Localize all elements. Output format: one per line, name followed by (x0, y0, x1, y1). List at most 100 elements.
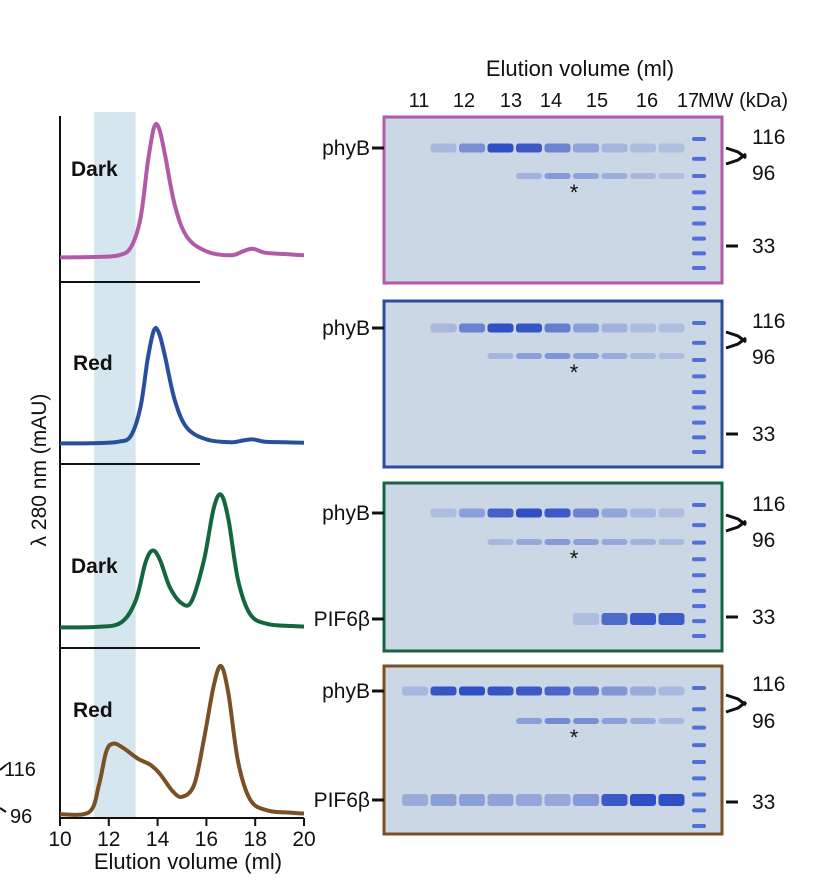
trace-line-2 (59, 326, 305, 446)
gel-band (601, 353, 628, 359)
mw-label-116: 116 (752, 673, 785, 696)
ladder-band (692, 390, 706, 395)
x-axis-label: Elution volume (ml) (94, 849, 282, 874)
trace-label-4: Red (73, 699, 113, 722)
edge-fragment-96: 96 (10, 806, 32, 828)
gel-band (544, 143, 571, 153)
gel-band (516, 508, 542, 518)
gel-band (487, 508, 514, 518)
trace-label-2: Red (73, 352, 113, 375)
ladder-band (692, 523, 706, 528)
x-tick-label: 12 (97, 828, 120, 851)
gel-band (658, 686, 685, 696)
ladder-band (692, 573, 706, 578)
degradation-star: * (570, 546, 579, 571)
gel-band (516, 143, 542, 153)
mw-label-33: 33 (752, 791, 775, 814)
gel-band (487, 686, 514, 696)
gel-axis-title: Elution volume (ml) (486, 56, 674, 81)
gel-band (601, 686, 628, 696)
ladder-band (692, 266, 706, 270)
gel-row-label: phyB (322, 680, 370, 703)
trace-label-3: Dark (71, 555, 118, 578)
gel-band (487, 143, 514, 153)
gel-band (459, 508, 485, 518)
mw-label-96: 96 (752, 162, 775, 185)
gel-row-label: phyB (322, 502, 370, 525)
mw-label-33: 33 (752, 606, 775, 629)
gel-4: phyB * PIF6β 116 96 33 (314, 664, 785, 836)
x-tick-label: 10 (48, 828, 71, 851)
mw-pointer (725, 519, 747, 533)
gel-band (487, 353, 514, 359)
mw-pointer (725, 152, 747, 166)
gel-band (487, 539, 514, 545)
ladder-band (692, 420, 706, 425)
mw-label-33: 33 (752, 235, 775, 258)
gel-band (658, 794, 685, 806)
ladder-band (692, 540, 706, 545)
gel-band (658, 353, 685, 359)
gel-1: phyB * 116 96 33 (322, 115, 785, 285)
trace-line-3 (59, 492, 305, 630)
gel-band (516, 539, 542, 545)
gel-band (459, 143, 485, 153)
ladder-band (692, 236, 706, 241)
gel-band (601, 323, 628, 333)
gel-band (630, 794, 656, 806)
gel-band (573, 173, 599, 179)
lane-header-13: 13 (500, 90, 522, 112)
gel-band (459, 323, 485, 333)
ladder-band (692, 824, 706, 828)
gel-band (544, 173, 571, 179)
gel-band (573, 353, 599, 359)
gel-band (487, 794, 514, 806)
ladder-band (692, 435, 706, 440)
gel-band (430, 794, 457, 806)
ladder-band (692, 604, 706, 609)
gel-band (573, 718, 599, 724)
chromatogram-panel: 10 12 14 16 18 20 Elution volume (ml) λ 280 n… (0, 112, 316, 874)
x-tick-label: 16 (195, 828, 218, 851)
gel-2: phyB * 116 96 33 (322, 299, 785, 469)
mw-label-96: 96 (752, 529, 775, 552)
gel-band (516, 353, 542, 359)
ladder-band (692, 808, 706, 813)
mw-label-116: 116 (752, 493, 785, 516)
trace-line-4 (59, 663, 305, 817)
mw-pointer (725, 336, 747, 350)
gel-band (402, 794, 428, 806)
gel-band (630, 143, 656, 153)
ladder-band (692, 792, 706, 797)
gel-band (601, 173, 628, 179)
gel-3: phyB * PIF6β 116 96 33 (314, 481, 785, 653)
gel-band (487, 323, 514, 333)
gel-panel: Elution volume (ml) 11 12 13 14 15 16 17 MW (k… (314, 56, 788, 836)
gel-band (430, 323, 457, 333)
edge-fragment-116: 116 (4, 759, 36, 781)
ladder-band (692, 450, 706, 454)
ladder-band (692, 619, 706, 624)
lane-header-12: 12 (453, 90, 475, 112)
gel-band (658, 143, 685, 153)
gel-frame (382, 481, 724, 653)
edge-fragment-tick (0, 764, 7, 771)
gel-band (516, 794, 542, 806)
gel-band (544, 353, 571, 359)
gel-band (630, 508, 656, 518)
gel-band (630, 173, 656, 179)
gel-row-label: PIF6β (314, 608, 370, 631)
ladder-band (692, 156, 706, 161)
ladder-band (692, 174, 706, 179)
gel-frame (382, 115, 724, 285)
gel-band (658, 173, 685, 179)
degradation-star: * (570, 360, 579, 385)
gel-band (516, 718, 542, 724)
gel-band (544, 718, 571, 724)
lane-header-14: 14 (540, 90, 562, 112)
gel-band (544, 686, 571, 696)
ladder-band (692, 405, 706, 410)
degradation-star: * (570, 725, 579, 750)
gel-band (630, 718, 656, 724)
ladder-band (692, 340, 706, 345)
